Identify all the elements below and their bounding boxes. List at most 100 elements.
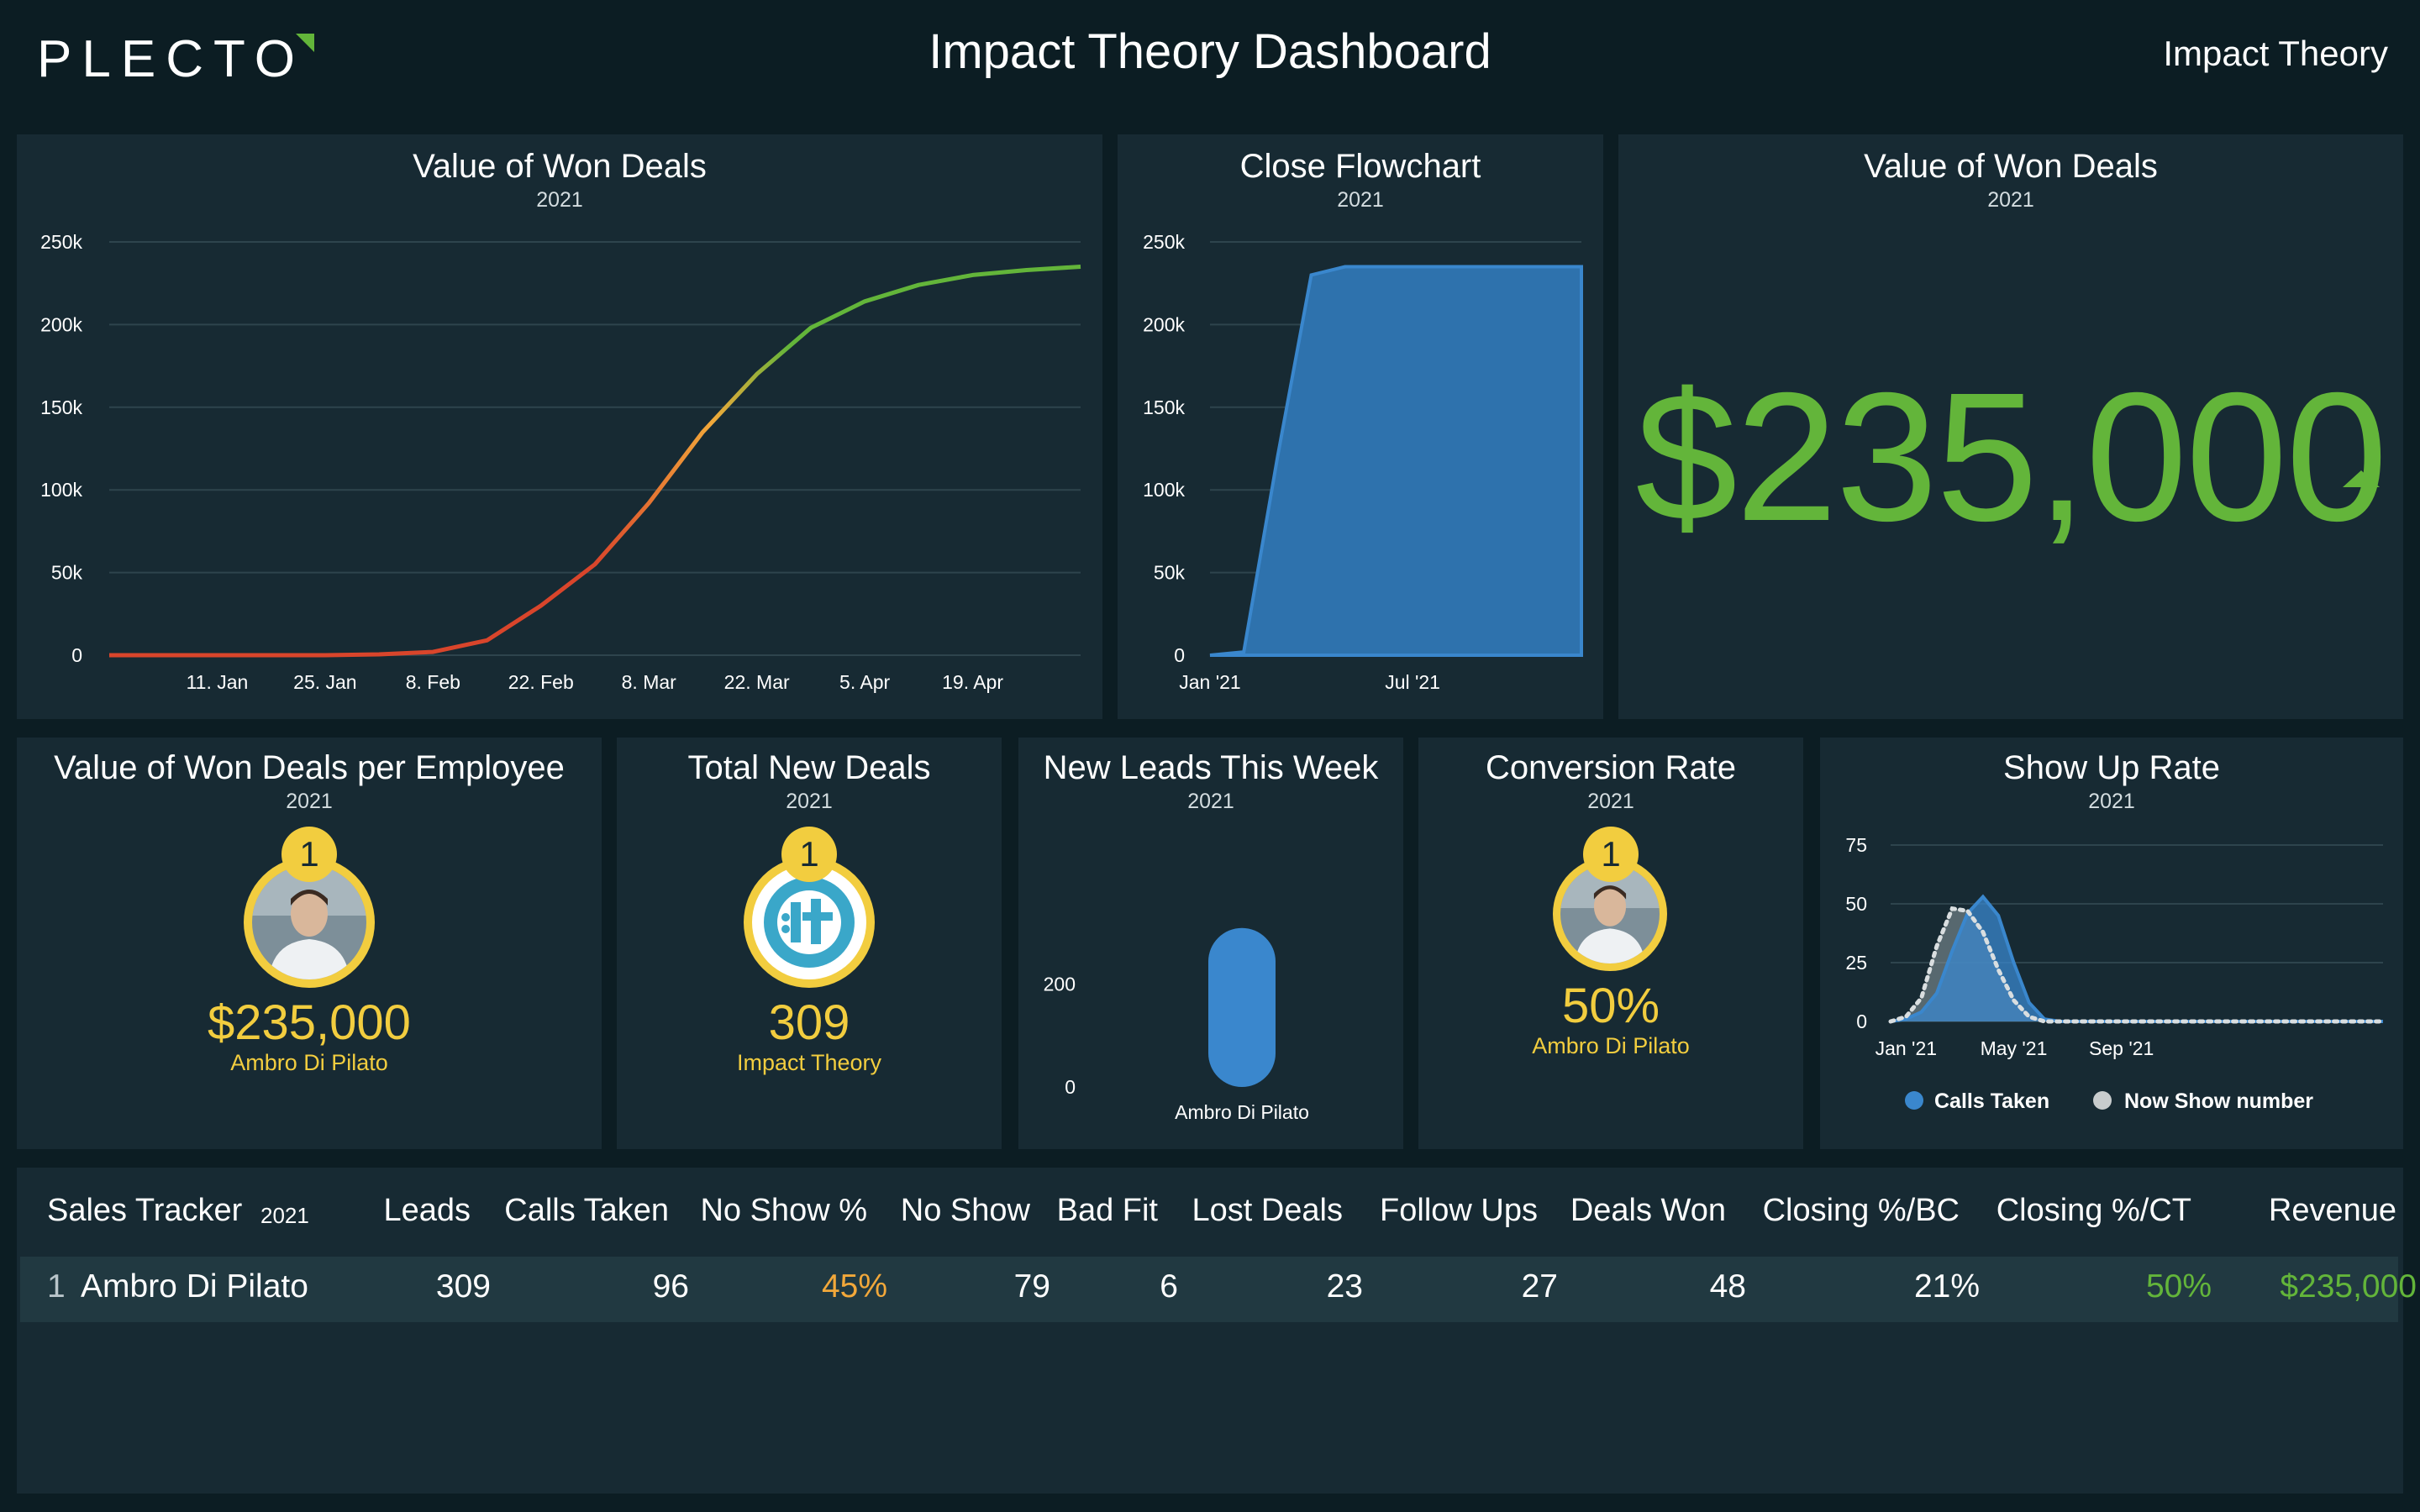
kpi-name: Impact Theory xyxy=(736,1050,882,1075)
panel-subtitle: 2021 xyxy=(786,790,833,813)
column-header-follow-ups[interactable]: Follow Ups xyxy=(1380,1193,1538,1228)
series-area-calls-taken xyxy=(1891,896,2383,1021)
y-tick-label: 200k xyxy=(1143,313,1185,335)
x-tick-label: May '21 xyxy=(1981,1037,2048,1059)
row-name[interactable]: Ambro Di Pilato xyxy=(81,1268,308,1305)
x-tick-label: 8. Feb xyxy=(406,671,460,693)
x-tick-label: 8. Mar xyxy=(622,671,677,693)
y-tick-label: 50 xyxy=(1845,893,1867,915)
conversion-rate-panel[interactable]: Conversion Rate 2021 1 50% Ambro Di Pila… xyxy=(1418,738,1803,1149)
won-deals-total-panel[interactable]: Value of Won Deals 2021 $235,000 xyxy=(1618,134,2403,719)
cell-revenue: $235,000 xyxy=(2280,1268,2417,1305)
sales-tracker-title: Sales Tracker xyxy=(47,1193,243,1228)
panel-title: Total New Deals xyxy=(687,749,931,786)
cell-closing-ct: 50% xyxy=(2145,1268,2212,1305)
y-tick-label: 250k xyxy=(40,231,82,253)
x-tick-label: 22. Mar xyxy=(724,671,790,693)
cell-no-show: 79 xyxy=(1013,1268,1050,1305)
column-header-calls-taken[interactable]: Calls Taken xyxy=(504,1193,669,1228)
y-tick-label: 0 xyxy=(1856,1011,1867,1032)
column-header-leads[interactable]: Leads xyxy=(383,1193,471,1228)
cell-bad-fit: 6 xyxy=(1160,1268,1178,1305)
x-tick-label: Jul '21 xyxy=(1385,671,1440,693)
top-bar: PLECTO Impact Theory Dashboard Impact Th… xyxy=(0,0,2420,126)
panel-subtitle: 2021 xyxy=(1337,188,1384,212)
column-header-no-show[interactable]: No Show xyxy=(900,1193,1030,1228)
x-tick-label: Ambro Di Pilato xyxy=(1175,1101,1309,1123)
triangle-up-icon xyxy=(2343,470,2380,487)
close-flowchart-area-chart: 0 50k 100k 150k 200k 250k Jan '21 Jul '21 xyxy=(1143,231,1583,693)
cell-lost-deals: 23 xyxy=(1326,1268,1363,1305)
total-new-deals-panel[interactable]: Total New Deals 2021 1 309 Impact Theory xyxy=(617,738,1002,1149)
close-flowchart-panel[interactable]: Close Flowchart 2021 0 50k 100k 150k 200k 250… xyxy=(1118,134,1603,719)
column-header-bad-fit[interactable]: Bad Fit xyxy=(1056,1193,1158,1228)
cell-leads: 309 xyxy=(435,1268,491,1305)
panel-title: Conversion Rate xyxy=(1486,749,1736,786)
show-up-rate-area-chart: 0 25 50 75 Jan '21 May '21 Sep '21 Calls Taken N… xyxy=(1845,834,2386,1113)
account-name[interactable]: Impact Theory xyxy=(2163,34,2388,73)
table-row[interactable]: 1 Ambro Di Pilato 309 96 45% 79 6 23 27 … xyxy=(20,1257,2417,1322)
won-deals-chart-panel[interactable]: Value of Won Deals 2021 0 50k 100k 150k 200k… xyxy=(17,134,1102,719)
y-tick-label: 0 xyxy=(1065,1076,1076,1098)
legend-marker-calls-taken xyxy=(1905,1091,1923,1110)
kpi-value: $235,000 xyxy=(208,995,411,1050)
y-tick-label: 50k xyxy=(51,562,83,584)
column-header-no-show-pct[interactable]: No Show % xyxy=(700,1193,867,1228)
kpi-name: Ambro Di Pilato xyxy=(230,1050,388,1075)
cell-no-show-pct: 45% xyxy=(821,1268,887,1305)
y-tick-label: 200k xyxy=(40,313,82,335)
column-header-closing-bc[interactable]: Closing %/BC xyxy=(1762,1193,1960,1228)
new-leads-panel[interactable]: New Leads This Week 2021 0 200 Ambro Di Pi… xyxy=(1018,738,1403,1149)
cell-closing-bc: 21% xyxy=(1913,1268,1980,1305)
rank-badge: 1 xyxy=(781,827,837,882)
row-rank: 1 xyxy=(47,1268,66,1305)
per-employee-panel[interactable]: Value of Won Deals per Employee 2021 1 $… xyxy=(17,738,602,1149)
column-header-lost-deals[interactable]: Lost Deals xyxy=(1192,1193,1343,1228)
won-deals-line-chart: 0 50k 100k 150k 200k 250k 11. Jan 25. Jan 8. Feb… xyxy=(40,231,1081,693)
kpi-name: Ambro Di Pilato xyxy=(1532,1033,1690,1058)
person-photo xyxy=(252,865,366,979)
plecto-logo[interactable]: PLECTO xyxy=(37,25,314,92)
y-tick-label: 75 xyxy=(1845,834,1867,856)
panel-title: Show Up Rate xyxy=(2003,749,2220,786)
y-tick-label: 100k xyxy=(40,479,82,501)
series-area xyxy=(1209,265,1583,657)
column-header-revenue[interactable]: Revenue xyxy=(2268,1193,2396,1228)
panel-subtitle: 2021 xyxy=(1587,790,1634,813)
legend-label-calls-taken: Calls Taken xyxy=(1934,1089,2049,1113)
panel-subtitle: 2021 xyxy=(1187,790,1234,813)
series-line xyxy=(109,265,1081,658)
y-tick-label: 200 xyxy=(1044,974,1076,995)
panel-title: Value of Won Deals per Employee xyxy=(54,749,565,786)
series-line-now-show xyxy=(1888,906,2386,1024)
panel-subtitle: 2021 xyxy=(536,188,583,212)
panel-title: Value of Won Deals xyxy=(413,148,707,185)
panel-subtitle: 2021 xyxy=(286,790,333,813)
sales-tracker-header: Sales Tracker 2021 Leads Calls Taken No … xyxy=(0,1163,2420,1230)
y-tick-label: 0 xyxy=(71,644,82,666)
y-tick-label: 25 xyxy=(1845,952,1867,974)
sales-tracker-panel[interactable] xyxy=(17,1168,2403,1494)
column-header-deals-won[interactable]: Deals Won xyxy=(1570,1193,1726,1228)
x-tick-label: Jan '21 xyxy=(1876,1037,1937,1059)
rank-badge: 1 xyxy=(1583,827,1639,882)
y-tick-label: 150k xyxy=(1143,396,1185,418)
x-tick-label: 25. Jan xyxy=(293,671,356,693)
impact-theory-logo-icon xyxy=(752,865,866,979)
y-tick-label: 100k xyxy=(1143,479,1185,501)
logo-tick-icon xyxy=(296,34,314,52)
logo-text: PLECTO xyxy=(37,29,305,88)
x-tick-label: 22. Feb xyxy=(508,671,574,693)
panel-title: Close Flowchart xyxy=(1239,148,1481,185)
won-deals-total-value: $235,000 xyxy=(1635,355,2387,559)
show-up-rate-panel[interactable]: Show Up Rate 2021 0 25 50 75 Jan '21 May '21 S… xyxy=(1820,738,2403,1149)
cell-follow-ups: 27 xyxy=(1521,1268,1558,1305)
y-tick-label: 250k xyxy=(1143,231,1185,253)
kpi-value: 50% xyxy=(1561,979,1660,1033)
legend-label-now-show: Now Show number xyxy=(2124,1089,2313,1113)
kpi-value: 309 xyxy=(768,995,850,1050)
column-header-closing-ct[interactable]: Closing %/CT xyxy=(1996,1193,2191,1228)
y-tick-label: 0 xyxy=(1174,644,1185,666)
sales-tracker-year: 2021 xyxy=(260,1203,309,1228)
cell-deals-won: 48 xyxy=(1709,1268,1746,1305)
